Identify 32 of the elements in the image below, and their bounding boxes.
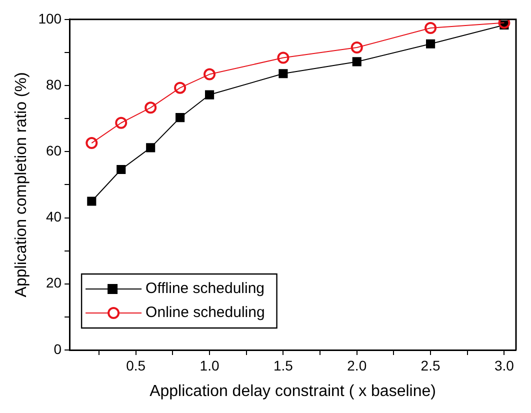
- point: [144, 102, 157, 114]
- x-axis-title: Application delay constraint ( x baseline): [150, 382, 436, 400]
- point: [426, 39, 436, 48]
- y-tick-label: 0: [54, 340, 62, 357]
- x-tick-label: 0.5: [126, 357, 146, 374]
- legend-label: Online scheduling: [146, 304, 265, 322]
- point: [352, 57, 362, 66]
- point: [350, 42, 363, 54]
- point: [115, 116, 128, 129]
- y-axis-title: Application completion ratio (%): [13, 72, 30, 298]
- legend-label: Offline scheduling: [146, 280, 265, 298]
- point: [116, 164, 126, 174]
- point: [204, 68, 216, 80]
- x-tick-label: 2.5: [420, 357, 440, 374]
- point: [87, 196, 96, 206]
- y-tick-label: 40: [46, 208, 62, 225]
- point: [424, 22, 437, 34]
- y-tick-label: 100: [38, 10, 62, 26]
- y-tick-label: 60: [46, 142, 62, 158]
- x-tick-label: 3.0: [494, 357, 514, 374]
- point: [278, 69, 288, 78]
- y-tick-label: 20: [46, 274, 62, 291]
- point: [86, 137, 98, 150]
- point: [176, 113, 185, 122]
- x-tick-label: 2.0: [347, 357, 367, 374]
- y-tick-label: 80: [46, 76, 62, 92]
- point: [146, 143, 156, 152]
- x-tick-label: 1.0: [200, 357, 220, 374]
- point: [204, 90, 214, 100]
- point: [277, 52, 290, 64]
- x-tick-label: 1.5: [273, 357, 294, 374]
- point: [174, 82, 186, 94]
